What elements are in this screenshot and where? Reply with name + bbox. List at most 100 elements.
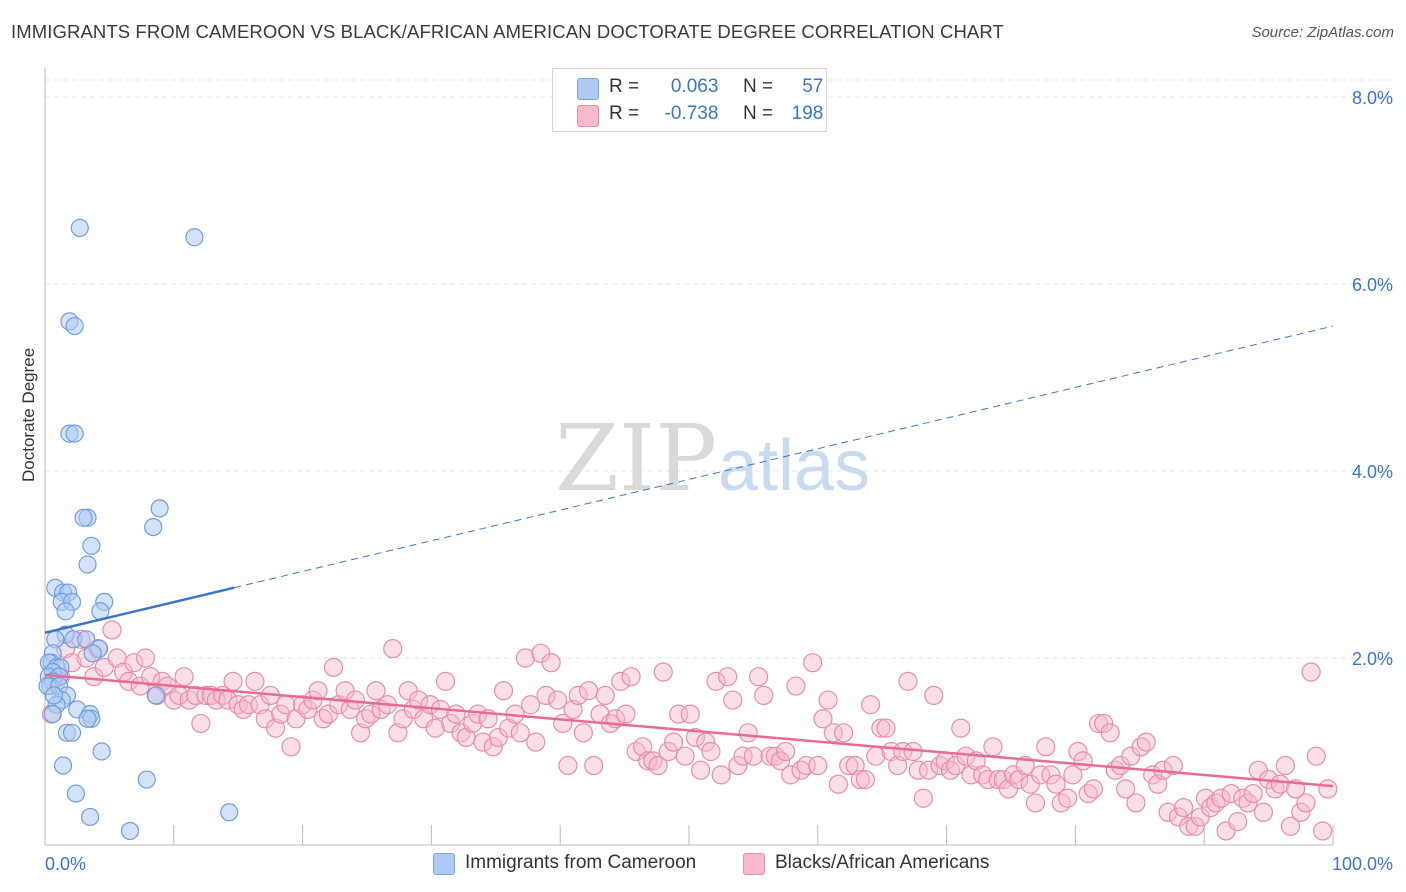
- data-point-black: [616, 704, 636, 724]
- data-point-cameroon: [78, 555, 97, 574]
- data-point-black: [94, 657, 114, 677]
- data-point-cameroon: [65, 424, 84, 443]
- data-point-black: [568, 685, 588, 706]
- data-point-cameroon: [43, 704, 62, 724]
- data-point-black: [196, 685, 216, 706]
- data-point-black: [541, 653, 561, 673]
- data-point-black: [281, 737, 301, 757]
- data-point-black: [463, 713, 483, 734]
- data-point-black: [520, 695, 541, 715]
- data-point-black: [743, 746, 764, 766]
- data-point-cameroon: [74, 508, 93, 527]
- n-label: N =: [742, 103, 774, 124]
- data-point-black: [723, 690, 743, 710]
- data-point-black: [536, 685, 556, 706]
- legend-swatch-blue: [433, 853, 455, 875]
- data-point-black: [1025, 793, 1046, 813]
- data-point-black: [1036, 737, 1056, 757]
- data-point-black: [191, 713, 211, 734]
- data-point-black: [1275, 755, 1295, 776]
- data-point-black: [669, 704, 689, 724]
- watermark: ZIP atlas: [555, 405, 870, 512]
- data-point-black: [548, 690, 568, 710]
- y-tick-label: 4.0%: [1352, 462, 1393, 482]
- data-point-black: [808, 755, 828, 776]
- data-point-black: [573, 723, 593, 743]
- data-point-black: [499, 718, 519, 738]
- data-point-black: [733, 746, 753, 766]
- data-point-black: [638, 751, 658, 771]
- data-point-black: [876, 718, 896, 738]
- data-point-black: [408, 690, 429, 710]
- data-point-cameroon: [144, 517, 163, 537]
- data-point-black: [861, 695, 881, 715]
- legend-label: Blacks/African Americans: [775, 852, 990, 873]
- legend-swatch-pink: [577, 105, 599, 127]
- source-credit: Source: ZipAtlas.com: [1251, 24, 1394, 41]
- blue-series-points: [38, 218, 239, 841]
- data-point-black: [1195, 788, 1216, 808]
- r-value: -0.738: [664, 103, 719, 124]
- trend-line-cameroon-solid: [44, 586, 235, 634]
- data-point-cameroon: [78, 709, 97, 728]
- data-point-black: [760, 746, 780, 766]
- data-point-black: [1136, 732, 1156, 752]
- data-point-black: [174, 667, 194, 687]
- data-point-black: [711, 765, 731, 785]
- data-point-cameroon: [65, 316, 84, 336]
- r-label: R =: [609, 103, 640, 124]
- data-point-black: [578, 681, 599, 701]
- data-point-black: [621, 667, 641, 687]
- data-point-black: [1163, 755, 1183, 776]
- data-point-black: [913, 788, 934, 808]
- data-point-black: [510, 723, 530, 743]
- r-value: 0.063: [670, 76, 719, 97]
- data-point-cameroon: [83, 644, 102, 663]
- tick-labels: 2.0% 4.0% 6.0% 8.0% 0.0% 100.0%: [45, 88, 1393, 874]
- data-point-black: [308, 681, 328, 701]
- data-point-cameroon: [220, 803, 239, 822]
- data-point-black: [1158, 802, 1178, 822]
- data-point-black: [611, 671, 631, 691]
- data-point-black: [978, 769, 998, 790]
- data-point-cameroon: [44, 686, 64, 705]
- data-point-black: [648, 755, 668, 776]
- data-point-black: [425, 718, 445, 738]
- data-point-black: [1041, 765, 1061, 785]
- data-point-black: [435, 671, 456, 691]
- data-point-black: [1063, 765, 1083, 785]
- data-point-cameroon: [150, 499, 169, 518]
- data-point-black: [493, 681, 514, 701]
- x-tick-label: 100.0%: [1332, 854, 1393, 874]
- data-point-black: [223, 671, 243, 691]
- data-point-black: [1009, 769, 1029, 790]
- data-point-black: [748, 667, 769, 687]
- data-point-black: [271, 704, 291, 724]
- data-point-cameroon: [53, 756, 73, 775]
- data-point-black: [738, 723, 758, 743]
- data-point-black: [983, 737, 1003, 757]
- data-point-black: [754, 685, 774, 706]
- data-point-black: [690, 760, 711, 780]
- data-point-black: [813, 709, 833, 729]
- chart-title: IMMIGRANTS FROM CAMEROON VS BLACK/AFRICA…: [11, 21, 1004, 42]
- n-value: 57: [802, 76, 824, 97]
- data-point-black: [1126, 793, 1146, 813]
- watermark-atlas: atlas: [718, 426, 870, 506]
- data-point-black: [833, 723, 854, 743]
- gridlines: [45, 79, 1392, 659]
- data-point-black: [1100, 723, 1120, 743]
- data-point-black: [446, 704, 466, 724]
- data-point-black: [1073, 751, 1093, 771]
- n-label: N =: [742, 76, 774, 97]
- data-point-black: [871, 718, 891, 738]
- y-tick-label: 6.0%: [1352, 275, 1393, 295]
- data-point-black: [135, 648, 156, 668]
- data-point-cameroon: [185, 228, 204, 247]
- data-point-black: [515, 648, 536, 668]
- data-point-cameroon: [62, 723, 82, 742]
- data-point-black: [775, 741, 796, 762]
- data-point-black: [1291, 802, 1311, 822]
- data-point-black: [238, 695, 259, 715]
